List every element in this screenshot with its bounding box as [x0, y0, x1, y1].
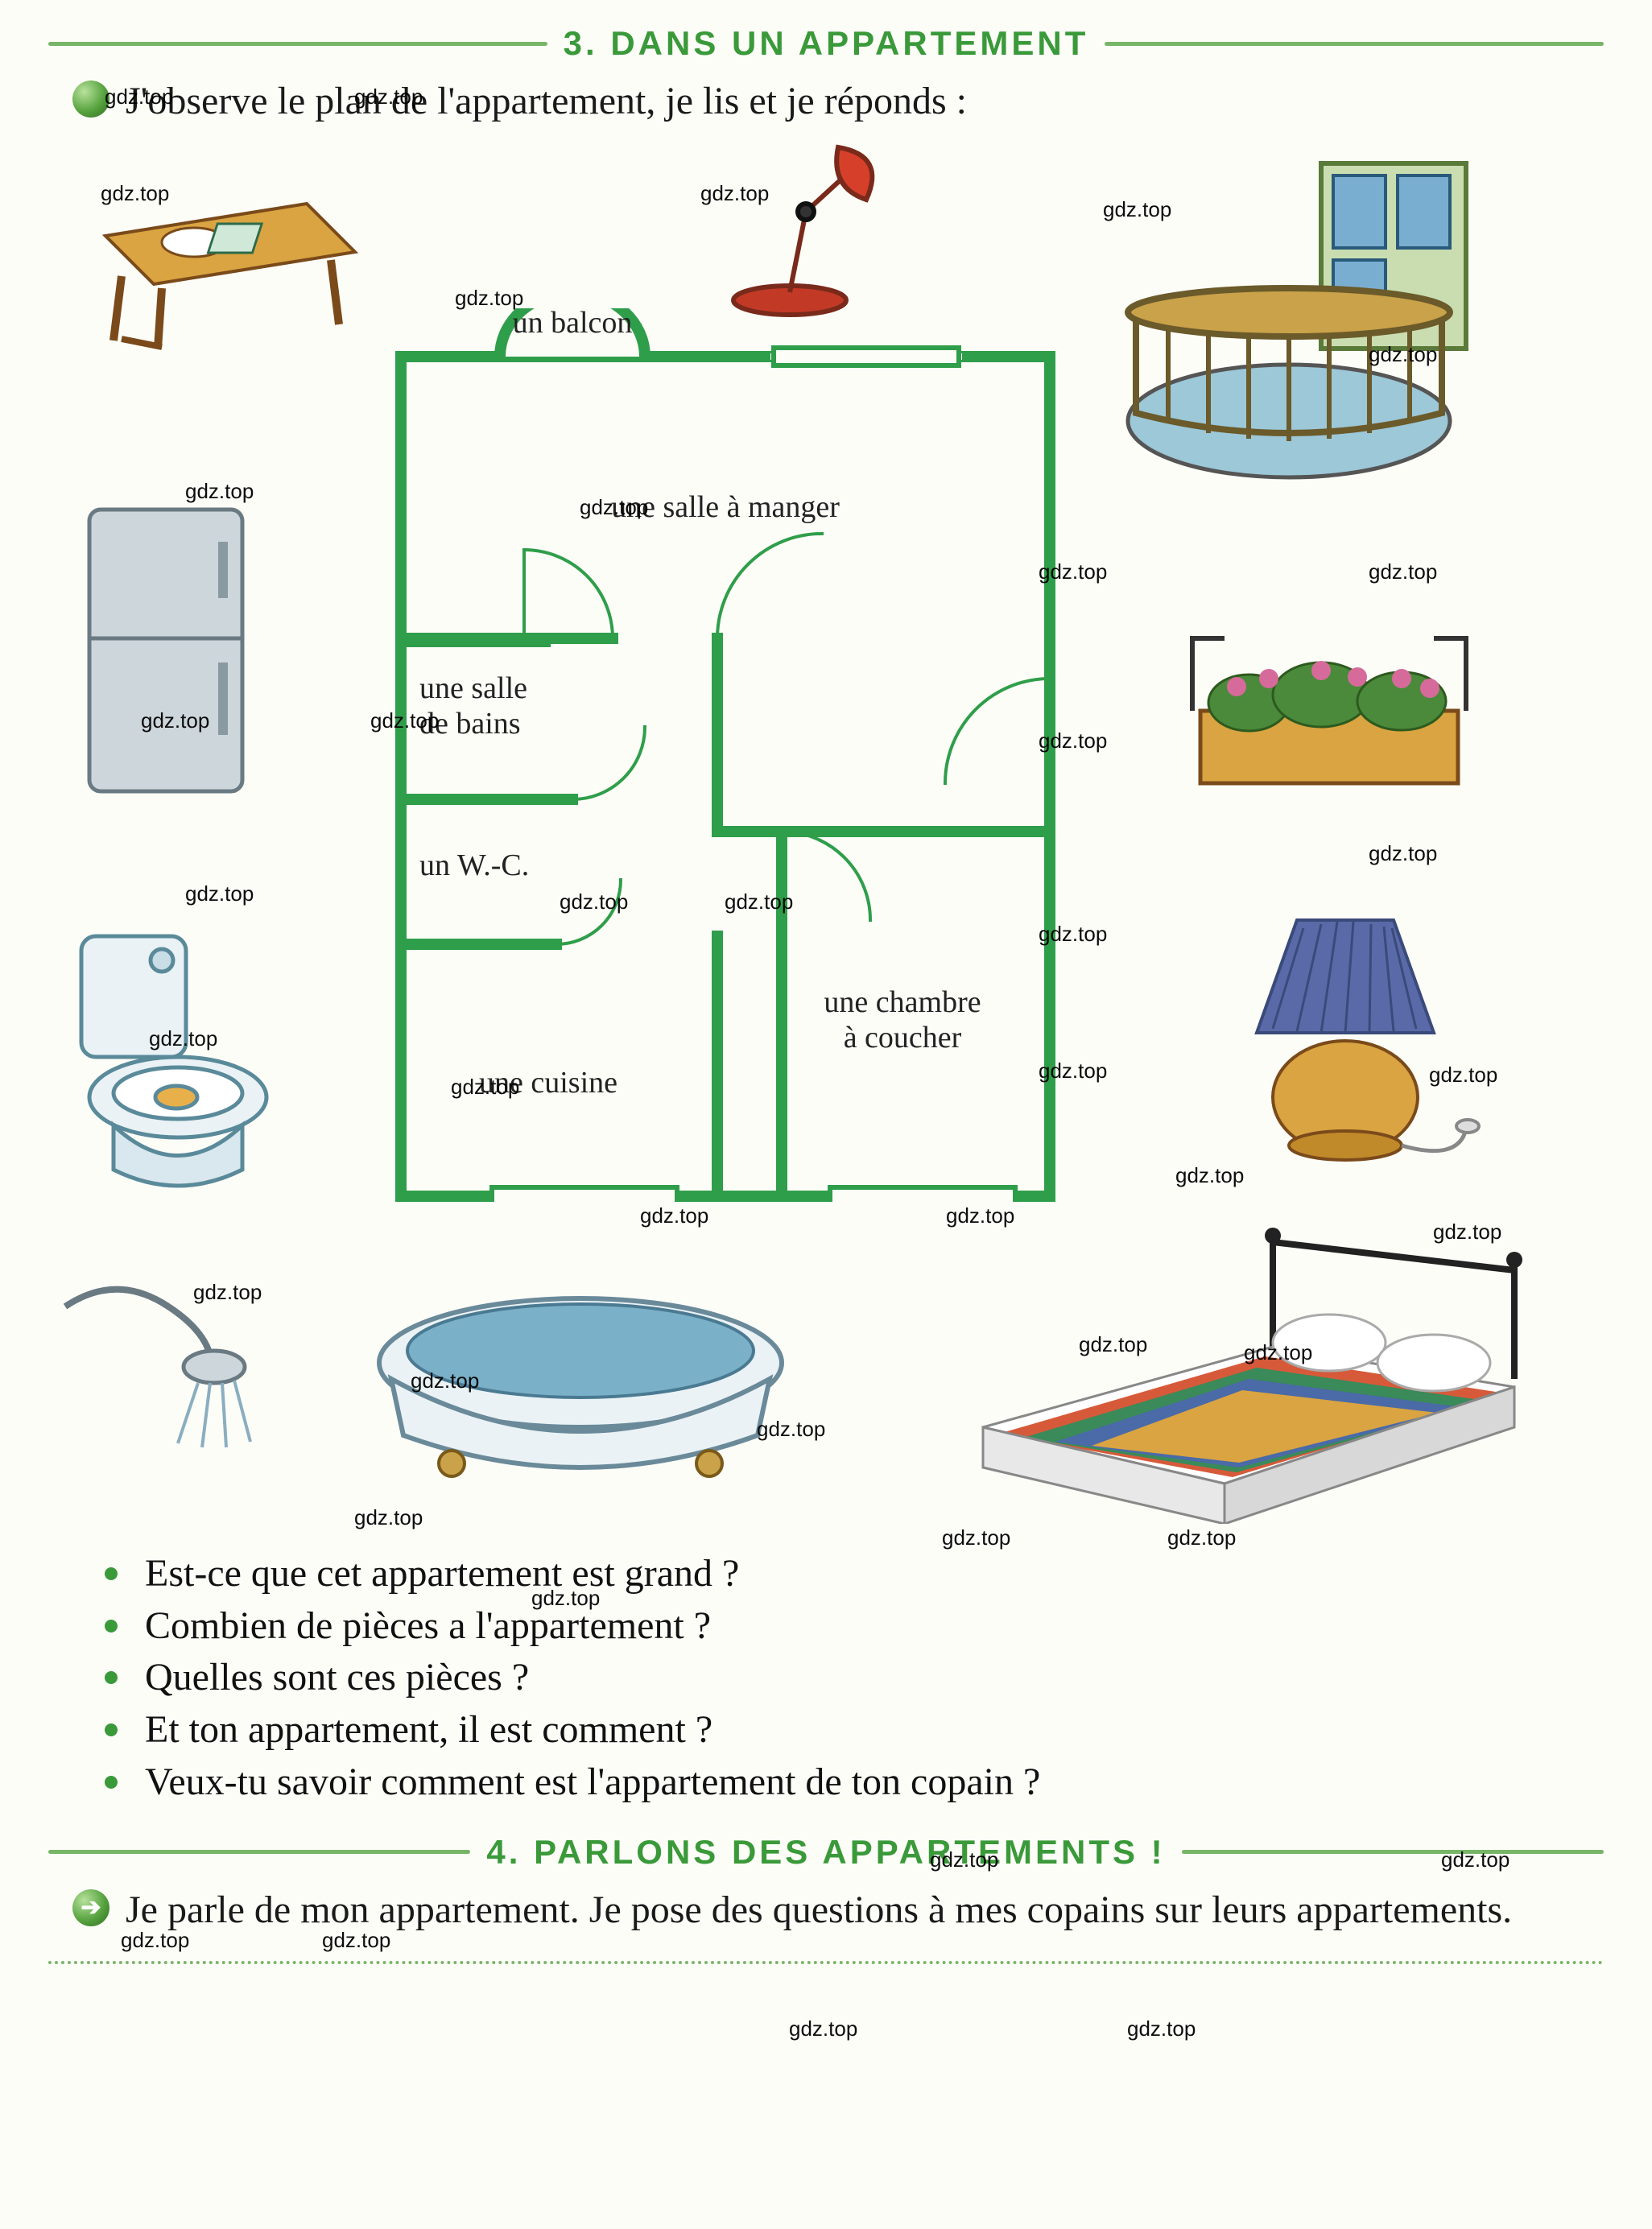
label-balcon: un balcon: [492, 305, 653, 341]
flowerbox-icon: [1160, 598, 1498, 815]
section-4-title: 4. PARLONS DES APPARTEMENTS !: [486, 1833, 1165, 1872]
section-3-lead-row: J'observe le plan de l'appartement, je l…: [72, 76, 1604, 128]
bullet-icon: [72, 80, 109, 118]
label-chambre-l1: une chambre: [824, 985, 981, 1019]
label-sdb-l1: une salle: [419, 671, 527, 705]
section-3-header: 3. DANS UN APPARTEMENT: [48, 24, 1604, 63]
table-icon: [81, 147, 371, 357]
arrow-bullet-icon: ➔: [72, 1889, 109, 1926]
watermark-text: gdz.top: [789, 2016, 857, 2041]
bottom-dotted-rule: [48, 1961, 1604, 1964]
section-3-number: 3.: [564, 24, 598, 62]
questions-list: Est-ce que cet appartement est grand ? C…: [105, 1548, 1604, 1809]
label-chambre: une chambre à coucher: [790, 984, 1015, 1055]
bed-icon: [951, 1218, 1530, 1524]
floor-plan: un balcon une salle à manger une salle d…: [395, 308, 1055, 1202]
bathtub-icon: [355, 1258, 806, 1500]
question-1: Est-ce que cet appartement est grand ?: [105, 1548, 1604, 1600]
question-2: Combien de pièces a l'appartement ?: [105, 1600, 1604, 1653]
section-4-number: 4.: [486, 1833, 521, 1871]
watermark-text: gdz.top: [942, 1525, 1010, 1550]
label-wc: un W.-C.: [419, 848, 580, 883]
label-salle-de-bains: une salle de bains: [419, 671, 580, 741]
watermark-text: gdz.top: [1167, 1525, 1236, 1550]
section-3-title-text: DANS UN APPARTEMENT: [610, 24, 1088, 62]
watermark-text: gdz.top: [1127, 2016, 1196, 2041]
rule-left-4: [48, 1850, 470, 1854]
section-4-header: 4. PARLONS DES APPARTEMENTS !: [48, 1833, 1604, 1872]
label-salle-a-manger: une salle à manger: [580, 489, 870, 525]
shower-icon: [49, 1258, 307, 1467]
section-3-title: 3. DANS UN APPARTEMENT: [564, 24, 1089, 63]
section-4-lead: Je parle de mon appartement. Je pose des…: [126, 1884, 1512, 1937]
label-cuisine: une cuisine: [444, 1065, 653, 1100]
balcony-icon: [1120, 155, 1490, 502]
desk-lamp-icon: [685, 123, 894, 332]
table-lamp-icon: [1200, 888, 1490, 1178]
question-4: Et ton appartement, il est comment ?: [105, 1704, 1604, 1756]
toilet-icon: [49, 912, 291, 1202]
diagram-area: un balcon une salle à manger une salle d…: [49, 147, 1603, 1516]
fridge-icon: [65, 502, 275, 807]
label-chambre-l2: à coucher: [844, 1021, 962, 1055]
section-4-title-text: PARLONS DES APPARTEMENTS !: [534, 1833, 1166, 1871]
section-3-lead: J'observe le plan de l'appartement, je l…: [126, 76, 967, 128]
question-3: Quelles sont ces pièces ?: [105, 1652, 1604, 1704]
question-5: Veux-tu savoir comment est l'appartement…: [105, 1756, 1604, 1809]
section-4-lead-row: ➔ Je parle de mon appartement. Je pose d…: [72, 1884, 1604, 1937]
rule-right-4: [1182, 1850, 1604, 1854]
label-sdb-l2: de bains: [419, 707, 521, 741]
rule-right: [1105, 42, 1604, 46]
rule-left: [48, 42, 547, 46]
